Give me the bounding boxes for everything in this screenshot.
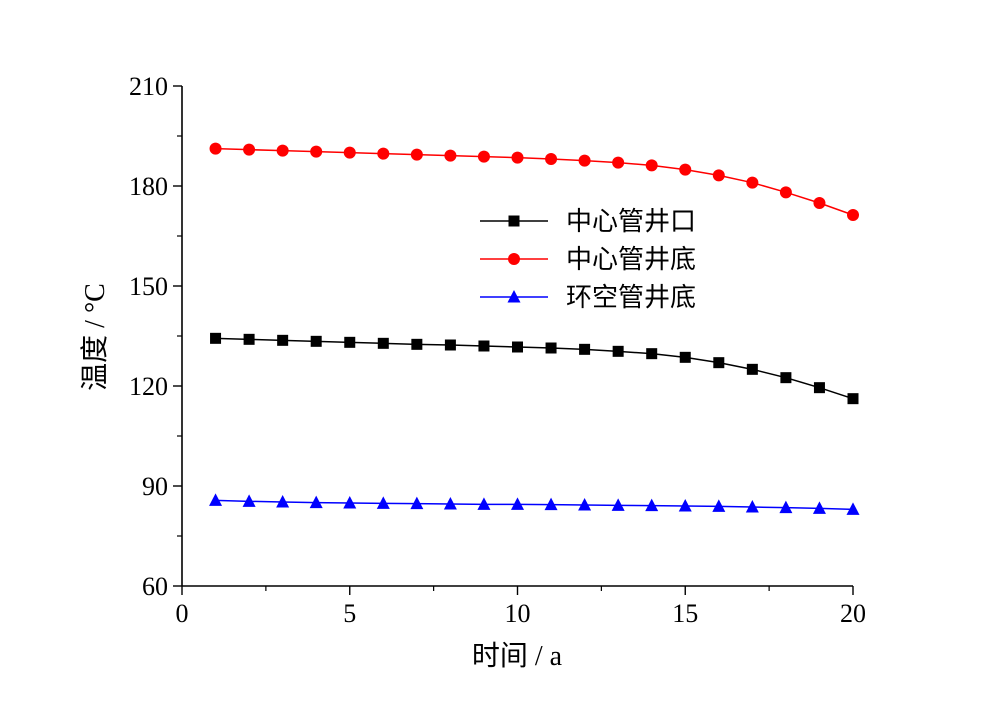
legend-label: 环空管井底 [566, 283, 696, 312]
data-point [544, 497, 558, 511]
data-point [477, 497, 491, 510]
data-point [779, 500, 793, 514]
legend-marker [508, 215, 520, 227]
data-point [344, 336, 356, 348]
data-point [712, 169, 725, 182]
data-point [545, 153, 558, 165]
data-point [645, 159, 658, 172]
data-point [209, 142, 222, 155]
data-point [579, 343, 591, 355]
series-2 [209, 142, 859, 221]
data-point [443, 497, 457, 510]
data-point [679, 351, 691, 363]
data-point [243, 333, 255, 345]
series-line [215, 499, 854, 511]
data-point [512, 341, 523, 353]
data-point [243, 143, 256, 156]
series-1 [210, 332, 859, 405]
data-point [477, 150, 490, 163]
legend-marker [508, 253, 520, 265]
data-point [612, 156, 625, 169]
data-point [846, 502, 860, 515]
data-point [410, 148, 423, 161]
data-point [611, 498, 625, 511]
data-point [713, 357, 725, 369]
data-point [377, 147, 390, 160]
data-point [343, 146, 356, 159]
legend-label: 中心管井底 [566, 245, 696, 274]
data-point [712, 499, 726, 512]
data-point [745, 500, 759, 513]
data-point [511, 497, 524, 510]
series-line [215, 337, 854, 400]
x-tick-label: 10 [505, 599, 531, 628]
y-tick-label: 180 [129, 172, 168, 201]
data-point [511, 151, 524, 164]
tick-marks [173, 85, 854, 595]
data-point [646, 348, 658, 360]
data-point [545, 342, 557, 354]
data-point [746, 176, 759, 189]
y-tick-label: 150 [129, 272, 168, 301]
data-point [847, 393, 859, 405]
data-point [813, 197, 826, 209]
x-axis-title: 时间 / a [472, 640, 563, 672]
x-tick-label: 15 [672, 599, 698, 628]
data-point [847, 209, 859, 221]
data-point [679, 163, 692, 176]
data-point [343, 496, 357, 509]
data-point [578, 154, 591, 167]
data-point [411, 338, 423, 350]
x-tick-label: 5 [343, 599, 356, 628]
series-layer [209, 142, 860, 515]
data-point [678, 499, 692, 512]
data-point [310, 145, 323, 158]
data-point [813, 382, 825, 394]
data-point [376, 496, 390, 509]
data-point [276, 495, 290, 508]
data-point [578, 498, 592, 511]
data-point [478, 340, 490, 352]
x-tick-label: 20 [840, 599, 866, 628]
data-point [310, 335, 322, 347]
data-point [242, 494, 256, 507]
y-tick-label: 120 [129, 372, 168, 401]
data-point [780, 372, 792, 384]
legend-marker [507, 290, 521, 303]
y-tick-label: 210 [129, 72, 168, 101]
data-point [210, 332, 222, 344]
legend-label: 中心管井口 [566, 207, 696, 236]
y-axis-title: 温度 / °C [79, 283, 111, 391]
legend-entry-1: 中心管井口 [480, 207, 696, 236]
x-tick-label: 0 [176, 599, 189, 628]
data-point [277, 334, 289, 346]
data-point [377, 337, 389, 349]
data-point [309, 495, 323, 509]
data-point [645, 498, 659, 512]
data-point [209, 493, 223, 506]
data-point [812, 501, 826, 514]
tick-labels: 60 90 120 150 180 210 0 5 10 15 20 [129, 72, 866, 628]
data-point [276, 144, 289, 157]
data-point [410, 496, 424, 510]
legend-entry-2: 中心管井底 [480, 245, 696, 274]
data-point [746, 363, 758, 375]
data-point [779, 186, 792, 199]
y-tick-label: 90 [142, 472, 168, 501]
y-tick-label: 60 [142, 572, 168, 601]
data-point [444, 339, 456, 351]
data-point [612, 345, 624, 357]
legend-entry-3: 环空管井底 [480, 283, 696, 312]
data-point [444, 149, 457, 162]
series-3 [209, 493, 860, 515]
